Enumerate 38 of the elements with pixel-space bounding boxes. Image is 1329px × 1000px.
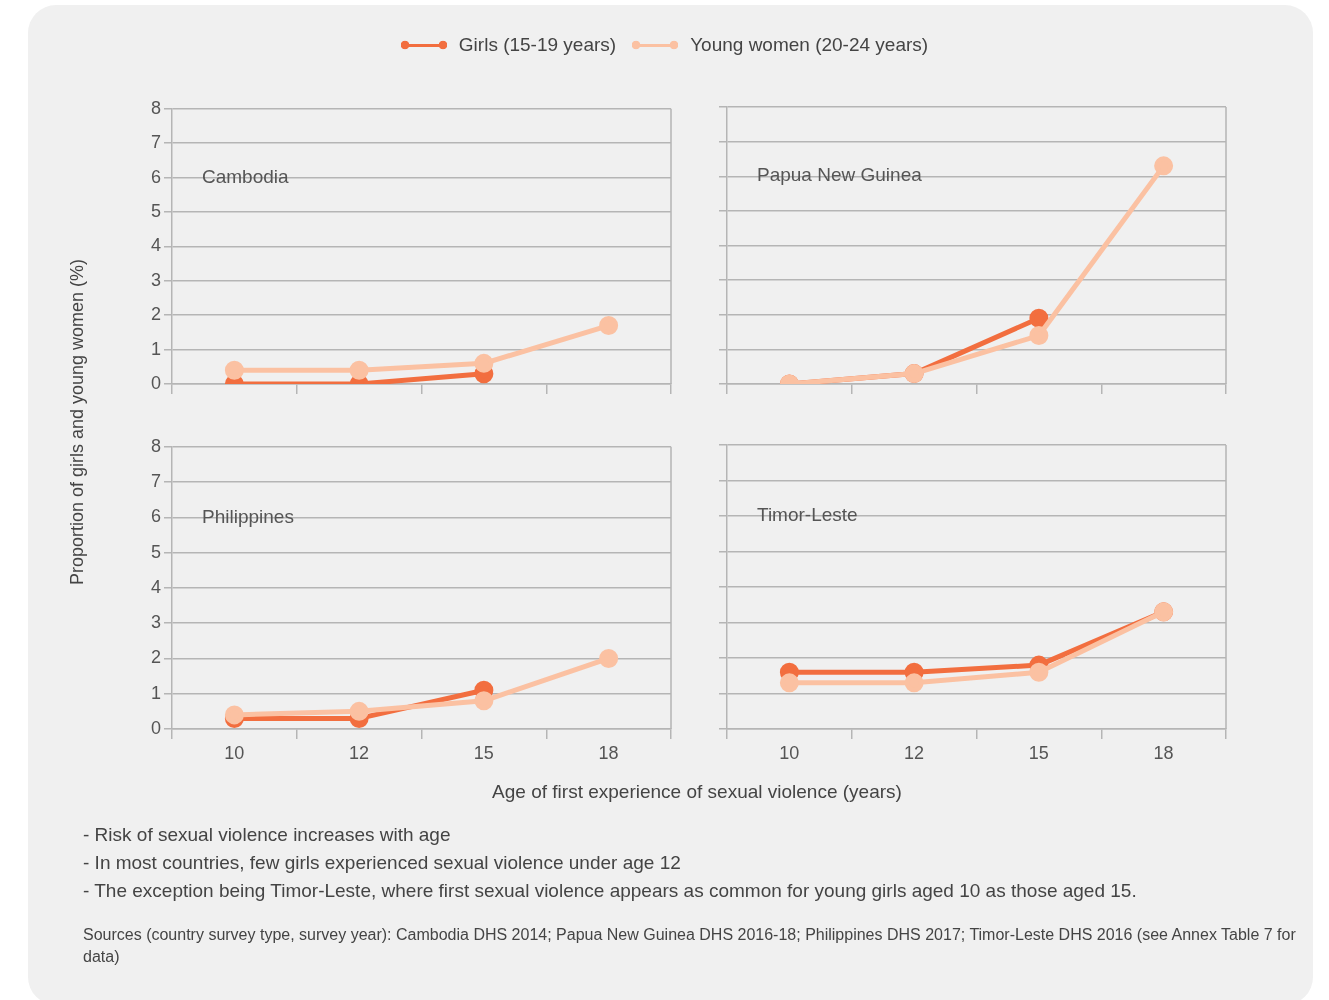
x-tick-label: 15 [473,742,494,763]
y-tick-label: 6 [150,506,161,527]
y-tick-label: 7 [150,132,161,153]
x-tick-label: 18 [598,742,619,763]
y-tick-label: 8 [150,435,161,456]
x-tick-label: 10 [224,742,245,763]
x-tick-label: 10 [779,742,800,763]
text: - The exception being Timor-Leste, where first sexual violence appears as common for young girls aged 10 as those aged 15. [83,880,1138,902]
y-tick-label: 4 [150,235,161,256]
text: - Risk of sexual violence increases with age [83,824,452,846]
x-axis-title: Age of first experience of sexual violence (years) [492,781,902,803]
y-tick-label: 5 [150,200,161,221]
x-tick-label: 12 [349,742,370,763]
y-tick-label: 1 [150,338,161,359]
legend-label: Young women (20-24 years) [689,34,929,56]
text: Papua New Guinea [757,164,923,186]
text: Timor-Leste [757,504,858,526]
y-tick-label: 6 [150,166,161,187]
x-tick-label: 12 [904,742,925,763]
y-tick-label: 1 [150,682,161,703]
source-note: Sources (country survey type, survey year): Cambodia DHS 2014; Papua New Guinea DHS 2016-18; Philippines DHS 2017; Timor-Leste DHS 2016 (see Annex Table 7 for data) [83,925,1297,968]
text: Cambodia [202,165,290,187]
y-tick-label: 0 [150,717,161,738]
x-tick-label: 18 [1153,742,1174,763]
x-tick-label: 15 [1028,742,1049,763]
y-tick-label: 2 [150,647,161,668]
legend-label: Girls (15-19 years) [457,34,617,56]
y-tick-label: 5 [150,541,161,562]
y-tick-label: 2 [150,304,161,325]
y-tick-label: 0 [150,372,161,393]
y-axis-title: Proportion of girls and young women (%) [66,258,88,586]
text: - In most countries, few girls experienced sexual violence under age 12 [83,852,682,874]
y-tick-label: 3 [150,612,161,633]
y-tick-label: 7 [150,471,161,492]
text: Philippines [202,505,294,527]
y-tick-label: 4 [150,576,161,597]
y-tick-label: 3 [150,269,161,290]
y-tick-label: 8 [150,97,161,118]
